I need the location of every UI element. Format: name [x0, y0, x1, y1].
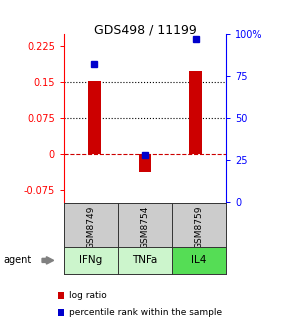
Bar: [88, 81, 101, 154]
Text: GDS498 / 11199: GDS498 / 11199: [94, 24, 196, 37]
Bar: [139, 154, 151, 172]
Text: TNFa: TNFa: [132, 255, 158, 265]
Text: agent: agent: [3, 255, 31, 265]
Text: IL4: IL4: [191, 255, 207, 265]
Text: IFNg: IFNg: [79, 255, 102, 265]
Text: GSM8759: GSM8759: [195, 206, 204, 249]
Text: GSM8754: GSM8754: [140, 206, 150, 249]
Text: log ratio: log ratio: [69, 291, 106, 300]
Text: GSM8749: GSM8749: [86, 206, 95, 249]
Text: percentile rank within the sample: percentile rank within the sample: [69, 308, 222, 317]
Bar: [189, 71, 202, 154]
